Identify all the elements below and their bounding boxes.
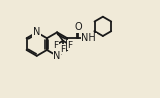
Text: F: F	[53, 41, 58, 50]
Text: N: N	[33, 27, 40, 37]
Text: O: O	[75, 22, 82, 32]
Text: N: N	[53, 51, 61, 61]
Text: F: F	[68, 41, 73, 50]
Text: F: F	[60, 45, 66, 54]
Text: NH: NH	[81, 33, 96, 43]
